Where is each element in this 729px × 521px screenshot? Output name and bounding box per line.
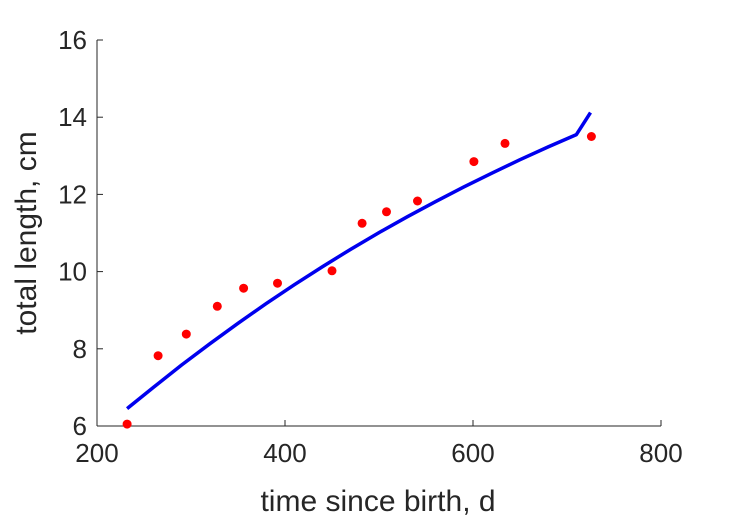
tick-labels-layer: 200 400 600 800 6 8 10 12 14 16 [58,25,683,468]
data-point [273,278,282,288]
axes [96,39,662,427]
data-point [586,132,596,141]
data-point [181,329,191,339]
data-point [122,419,132,429]
y-tick-label: 14 [58,102,87,132]
data-point [382,207,391,217]
data-points-layer [122,132,596,429]
data-point [357,218,367,228]
x-tick-label: 600 [451,438,494,468]
y-tick-label: 8 [73,334,87,364]
data-point [469,157,479,167]
x-tick-label: 400 [263,438,306,468]
y-axis-label: total length, cm [10,131,43,334]
data-point [239,283,249,293]
data-point [413,196,422,206]
x-tick-label: 200 [75,438,118,468]
fit-curve [126,111,592,410]
x-axis-label: time since birth, d [260,485,495,518]
data-point [327,266,337,276]
y-tick-label: 16 [58,25,87,55]
data-point [500,138,510,148]
data-point [153,351,163,361]
fit-line-layer [126,111,592,410]
data-point [212,301,222,311]
y-tick-label: 6 [73,411,87,441]
y-tick-label: 12 [58,179,87,209]
x-tick-label: 800 [639,438,682,468]
y-tick-label: 10 [58,257,87,287]
